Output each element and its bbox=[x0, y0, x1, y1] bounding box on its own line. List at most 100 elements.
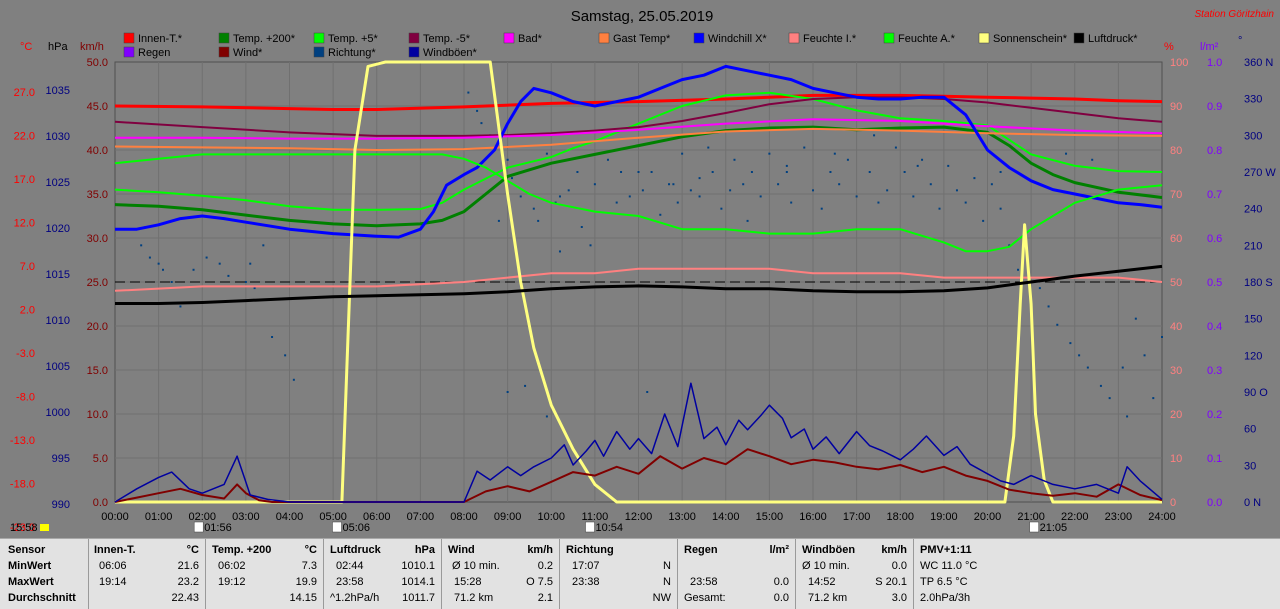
richtung-min-val: N bbox=[663, 560, 671, 572]
axis-unit-percent: % bbox=[1164, 41, 1174, 53]
axis-tick-x: 12:00 bbox=[625, 511, 653, 523]
row-label-max: MaxWert bbox=[8, 576, 54, 588]
richtung-point bbox=[1086, 366, 1089, 369]
col-sensor: Sensor MinWert MaxWert Durchschnitt bbox=[0, 539, 89, 609]
series-line-temp-5- bbox=[114, 91, 1163, 211]
richtung-point bbox=[249, 262, 252, 265]
axis-tick-percent: 40 bbox=[1170, 321, 1182, 333]
richtung-point bbox=[1126, 415, 1129, 418]
axis-tick-kmh: 20.0 bbox=[87, 321, 108, 333]
richtung-point bbox=[545, 415, 548, 418]
col-boeen: Windböen km/h Ø 10 min. 0.0 14:52 S 20.1… bbox=[796, 539, 914, 609]
richtung-min-time: 17:07 bbox=[572, 560, 600, 572]
richtung-point bbox=[838, 183, 841, 186]
axis-tick-degree: 270 W bbox=[1244, 167, 1276, 179]
axis-tick-hpa: 1035 bbox=[46, 85, 70, 97]
richtung-point bbox=[785, 171, 788, 173]
axis-tick-lm2: 0.0 bbox=[1207, 497, 1222, 509]
richtung-point bbox=[903, 171, 906, 173]
druck-max-val: 1014.1 bbox=[401, 576, 435, 588]
col-regen: Regen l/m² 23:58 0.0 Gesamt: 0.0 bbox=[678, 539, 796, 609]
row-label-min: MinWert bbox=[8, 560, 52, 572]
t200-max-time: 19:12 bbox=[218, 576, 246, 588]
header-regen-unit: l/m² bbox=[769, 544, 789, 556]
richtung-point bbox=[877, 201, 880, 204]
axis-tick-kmh: 10.0 bbox=[87, 409, 108, 421]
druck-avg-label: ^1.2hPa/h bbox=[330, 592, 380, 604]
richtung-point bbox=[497, 219, 500, 222]
header-wind-unit: km/h bbox=[527, 544, 553, 556]
richtung-point bbox=[750, 171, 753, 173]
axis-tick-hpa: 1000 bbox=[46, 407, 70, 419]
legend-swatch bbox=[123, 46, 135, 58]
richtung-point bbox=[1108, 397, 1111, 400]
richtung-point bbox=[650, 171, 653, 173]
axis-tick-x: 05:00 bbox=[319, 511, 347, 523]
legend-label: Temp. +200* bbox=[233, 33, 296, 45]
axis-tick-x: 10:00 bbox=[537, 511, 565, 523]
axis-tick-kmh: 15.0 bbox=[87, 365, 108, 377]
header-t200: Temp. +200 bbox=[212, 544, 272, 556]
axis-tick-x: 07:00 bbox=[407, 511, 435, 523]
legend-swatch bbox=[408, 46, 420, 58]
chart-series bbox=[114, 60, 1163, 504]
axis-tick-celsius: 22.0 bbox=[14, 131, 35, 143]
axis-tick-hpa: 1025 bbox=[46, 177, 70, 189]
header-pmv: PMV+1:11 bbox=[920, 544, 972, 556]
axis-tick-celsius: -3.0 bbox=[16, 348, 35, 360]
axis-tick-lm2: 0.3 bbox=[1207, 365, 1222, 377]
boeen-min-label: Ø 10 min. bbox=[802, 560, 850, 572]
richtung-point bbox=[803, 146, 806, 149]
axis-tick-degree: 60 bbox=[1244, 424, 1256, 436]
legend-label: Bad* bbox=[518, 33, 543, 45]
axis-tick-percent: 50 bbox=[1170, 277, 1182, 289]
richtung-point bbox=[170, 281, 173, 283]
richtung-point bbox=[506, 158, 509, 161]
richtung-point bbox=[476, 109, 479, 112]
axis-tick-celsius: -18.0 bbox=[10, 479, 35, 491]
axis-tick-degree: 150 bbox=[1244, 314, 1262, 326]
t200-max-val: 19.9 bbox=[295, 576, 317, 588]
richtung-point bbox=[990, 183, 993, 186]
axis-tick-celsius: -13.0 bbox=[10, 435, 35, 447]
axis-tick-lm2: 1.0 bbox=[1207, 57, 1222, 69]
axis-tick-percent: 80 bbox=[1170, 145, 1182, 157]
series-line-temp-5- bbox=[114, 96, 1163, 137]
richtung-point bbox=[729, 189, 732, 192]
header-boeen: Windböen bbox=[802, 544, 856, 556]
legend-label: Feuchte A.* bbox=[898, 33, 956, 45]
richtung-point bbox=[812, 189, 814, 192]
richtung-point bbox=[244, 281, 247, 283]
axis-tick-celsius: -8.0 bbox=[16, 392, 35, 404]
axis-unit-hpa: hPa bbox=[48, 41, 68, 53]
axis-tick-x: 18:00 bbox=[886, 511, 914, 523]
legend-label: Gast Temp* bbox=[613, 33, 671, 45]
series-line-bad- bbox=[115, 118, 1163, 140]
legend-label: Temp. -5* bbox=[423, 33, 471, 45]
boeen-max-val: S 20.1 bbox=[875, 576, 907, 588]
innen-avg-val: 22.43 bbox=[171, 592, 199, 604]
richtung-point bbox=[947, 164, 950, 167]
richtung-point bbox=[558, 250, 561, 253]
stats-table: Sensor MinWert MaxWert Durchschnitt Inne… bbox=[0, 538, 1280, 609]
sun-marker-time: 15:58 bbox=[10, 522, 38, 534]
series-line-windb-en- bbox=[114, 382, 1163, 503]
t200-min-time: 06:02 bbox=[218, 560, 246, 572]
axis-tick-hpa: 1030 bbox=[46, 131, 70, 143]
axis-unit-kmh: km/h bbox=[80, 41, 104, 53]
richtung-point bbox=[606, 158, 609, 161]
richtung-point bbox=[506, 391, 509, 393]
richtung-point bbox=[205, 256, 208, 259]
richtung-point bbox=[681, 152, 684, 155]
richtung-point bbox=[1099, 384, 1102, 387]
sun-marker-time: 01:56 bbox=[204, 522, 232, 534]
header-druck-unit: hPa bbox=[414, 544, 435, 556]
richtung-point bbox=[833, 152, 836, 155]
richtung-point bbox=[938, 207, 941, 210]
axis-tick-celsius: 17.0 bbox=[14, 174, 35, 186]
richtung-point bbox=[698, 195, 701, 198]
axis-tick-x: 13:00 bbox=[668, 511, 696, 523]
axis-tick-degree: 330 bbox=[1244, 94, 1262, 106]
series-line-sonnenschein- bbox=[115, 60, 1162, 504]
richtung-point bbox=[593, 183, 596, 186]
